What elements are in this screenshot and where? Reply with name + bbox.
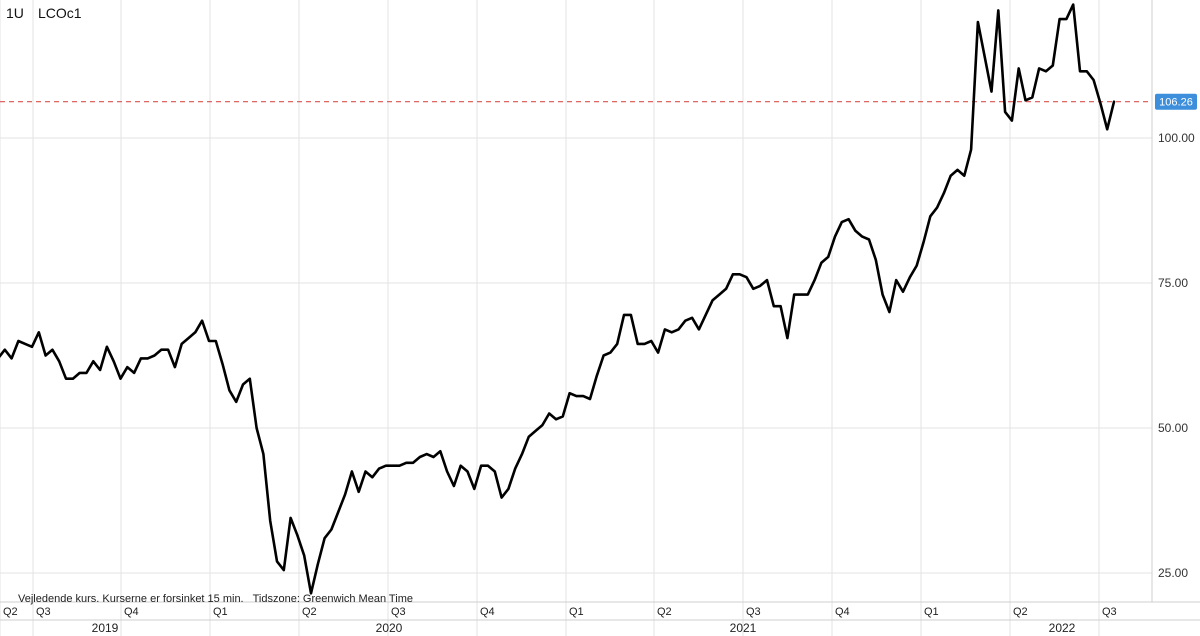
quarter-tick-label: Q2 — [3, 606, 18, 618]
quarter-tick-labels: Q2 Q3 Q4 Q1 Q2 Q3 Q4 Q1 Q2 Q3 Q4 Q1 Q2 Q3 — [3, 606, 1117, 618]
interval-label[interactable]: 1U — [6, 5, 24, 21]
quarter-tick-label: Q2 — [302, 606, 317, 618]
quarter-tick-label: Q2 — [1013, 606, 1028, 618]
symbol-label[interactable]: LCOc1 — [38, 5, 82, 21]
year-tick-label: 2022 — [1049, 621, 1076, 635]
quarter-tick-label: Q3 — [1102, 606, 1117, 618]
year-tick-label: 2021 — [730, 621, 757, 635]
quarter-tick-label: Q4 — [835, 606, 850, 618]
delay-timezone-note: Vejledende kurs. Kurserne er forsinket 1… — [18, 593, 413, 605]
quarter-tick-label: Q3 — [36, 606, 51, 618]
price-tick-label: 25.00 — [1158, 566, 1188, 580]
quarter-tick-label: Q4 — [480, 606, 495, 618]
quarter-tick-label: Q4 — [124, 606, 139, 618]
current-price-marker: 106.26 — [1155, 93, 1197, 110]
current-price-label: 106.26 — [1159, 97, 1193, 109]
quarter-tick-label: Q1 — [924, 606, 939, 618]
price-tick-label: 75.00 — [1158, 276, 1188, 290]
price-tick-label: 50.00 — [1158, 421, 1188, 435]
quarter-tick-label: Q2 — [657, 606, 672, 618]
quarter-tick-label: Q3 — [391, 606, 406, 618]
year-tick-label: 2020 — [376, 621, 403, 635]
year-tick-label: 2019 — [92, 621, 119, 635]
quarter-tick-label: Q3 — [746, 606, 761, 618]
current-price-badge — [1155, 93, 1197, 110]
horizontal-gridlines — [0, 137, 1152, 574]
price-tick-labels: 25.00 50.00 75.00 100.00 — [1158, 131, 1195, 580]
price-series-line — [0, 3, 1116, 595]
quarter-tick-label: Q1 — [569, 606, 584, 618]
price-tick-label: 100.00 — [1158, 131, 1195, 145]
quarter-tick-label: Q1 — [213, 606, 228, 618]
vertical-gridlines — [0, 0, 1100, 636]
year-tick-labels: 2019 2020 2021 2022 — [92, 621, 1076, 635]
